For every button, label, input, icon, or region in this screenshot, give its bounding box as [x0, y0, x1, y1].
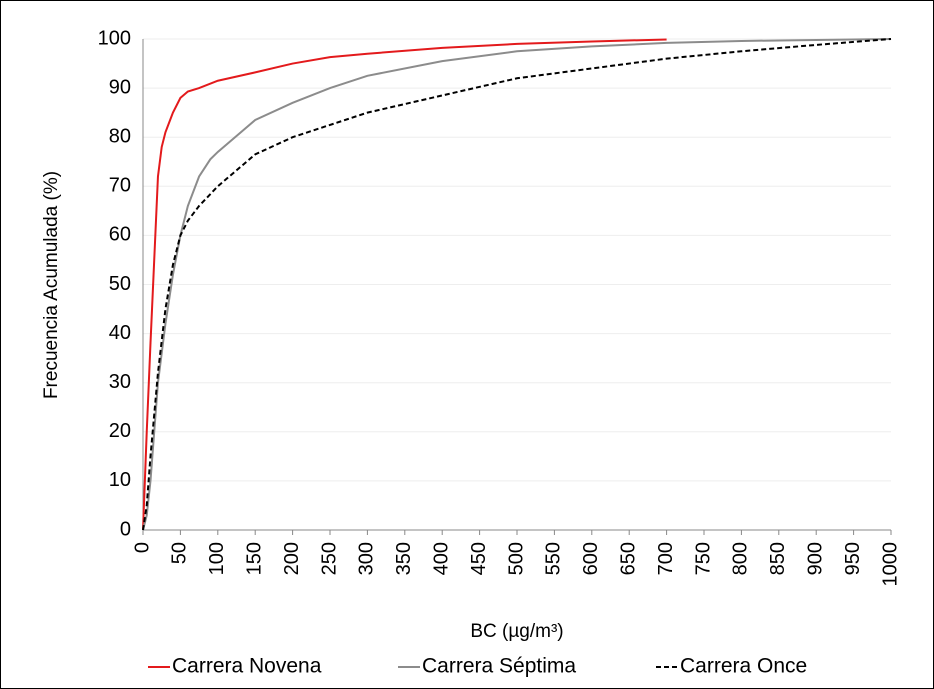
y-tick-label: 70	[109, 175, 131, 197]
x-tick-label: 350	[393, 542, 415, 575]
y-tick-label: 10	[109, 469, 131, 491]
x-axis-label: BC (µg/m³)	[470, 621, 563, 642]
x-tick-label: 950	[842, 542, 864, 575]
x-tick-label: 900	[804, 542, 826, 575]
x-tick-label: 500	[505, 542, 527, 575]
y-tick-label: 100	[98, 27, 131, 49]
x-tick-label: 450	[468, 542, 490, 575]
legend-label: Carrera Once	[680, 655, 807, 678]
x-tick-label: 100	[206, 542, 228, 575]
x-tick-label: 700	[655, 542, 677, 575]
x-tick-label: 800	[730, 542, 752, 575]
y-tick-label: 20	[109, 420, 131, 442]
x-tick-label: 50	[169, 542, 191, 564]
x-tick-label: 0	[131, 542, 153, 553]
x-tick-label: 600	[580, 542, 602, 575]
x-tick-label: 550	[543, 542, 565, 575]
x-tick-label: 750	[692, 542, 714, 575]
y-tick-label: 50	[109, 273, 131, 295]
y-tick-label: 40	[109, 322, 131, 344]
x-tick-label: 650	[617, 542, 639, 575]
line	[142, 38, 892, 531]
y-tick-label: 30	[109, 371, 131, 393]
x-tick-label: 850	[767, 542, 789, 575]
line	[142, 38, 892, 531]
line	[142, 38, 667, 531]
y-axis-label: Frecuencia Acumulada (%)	[41, 171, 62, 399]
x-tick-label: 150	[243, 542, 265, 575]
legend-label: Carrera Novena	[172, 655, 322, 678]
y-tick-label: 90	[109, 76, 131, 98]
x-tick-label: 1000	[879, 542, 901, 587]
y-tick-label: 80	[109, 125, 131, 147]
x-tick-label: 200	[281, 542, 303, 575]
x-tick-label: 300	[356, 542, 378, 575]
y-tick-label: 0	[120, 518, 131, 540]
legend-label: Carrera Séptima	[422, 655, 576, 678]
y-tick-label: 60	[109, 224, 131, 246]
x-tick-label: 250	[318, 542, 340, 575]
x-tick-label: 400	[430, 542, 452, 575]
